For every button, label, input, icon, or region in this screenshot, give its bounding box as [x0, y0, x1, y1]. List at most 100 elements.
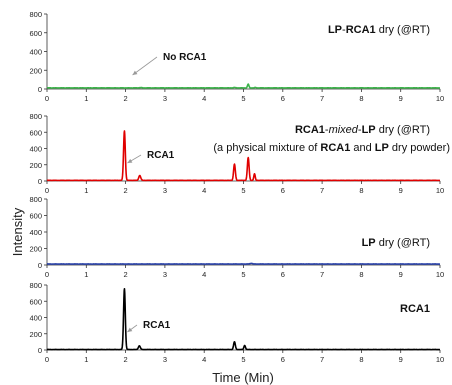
y-tick-label: 400 [29, 228, 42, 237]
panel-label-line2-part: LP [375, 142, 389, 154]
y-tick-label: 800 [29, 195, 42, 204]
y-tick-label: 200 [29, 330, 42, 339]
chromatogram-trace [46, 130, 441, 182]
x-tick-label: 4 [202, 270, 206, 279]
panel-label-line2-part: and [350, 142, 374, 154]
panel-label-part: LP [328, 24, 342, 36]
y-tick-label: 800 [29, 281, 42, 290]
annotation-arrowhead [132, 70, 138, 75]
x-tick-label: 7 [320, 355, 324, 364]
annotation-label: No RCA1 [163, 52, 207, 63]
panel-label-line2-part: (a physical mixture of [213, 142, 320, 154]
y-tick-label: 600 [29, 128, 42, 137]
x-tick-label: 2 [124, 186, 128, 195]
x-tick-label: 5 [241, 270, 245, 279]
y-axis-label: Intensity [10, 207, 25, 256]
panel-label-part: - [342, 24, 346, 36]
annotation-label: RCA1 [143, 320, 171, 331]
panel-label-line2-part: dry powder) [389, 142, 450, 154]
panel-label-part: - [325, 124, 329, 136]
x-tick-label: 3 [163, 94, 167, 103]
x-tick-label: 2 [124, 355, 128, 364]
x-tick-label: 9 [399, 270, 403, 279]
panel-label-part: LP [362, 124, 376, 136]
y-tick-label: 0 [38, 261, 42, 270]
y-tick-label: 800 [29, 10, 42, 19]
x-tick-label: 0 [45, 355, 49, 364]
panel-label-part: mixed [329, 124, 359, 136]
panel-label-part: RCA1 [400, 303, 430, 315]
x-tick-label: 10 [436, 94, 444, 103]
y-tick-label: 200 [29, 161, 42, 170]
x-tick-label: 6 [281, 270, 285, 279]
x-tick-label: 4 [202, 94, 206, 103]
x-tick-label: 6 [281, 355, 285, 364]
x-tick-label: 8 [359, 186, 363, 195]
x-tick-label: 9 [399, 355, 403, 364]
x-tick-label: 10 [436, 270, 444, 279]
x-tick-label: 1 [84, 186, 88, 195]
x-tick-label: 10 [436, 186, 444, 195]
y-tick-label: 600 [29, 212, 42, 221]
x-tick-label: 8 [359, 270, 363, 279]
panel-label-part: RCA1 [346, 24, 376, 36]
x-tick-label: 5 [241, 94, 245, 103]
y-tick-label: 200 [29, 66, 42, 75]
x-tick-label: 0 [45, 270, 49, 279]
chromatogram-trace [46, 288, 441, 351]
y-tick-label: 400 [29, 314, 42, 323]
x-tick-label: 1 [84, 270, 88, 279]
y-tick-label: 400 [29, 48, 42, 57]
chromatogram-trace [46, 262, 441, 265]
panel-label-part: RCA1 [295, 124, 325, 136]
panel-label-part: LP [362, 237, 376, 249]
x-tick-label: 7 [320, 94, 324, 103]
y-tick-label: 0 [38, 346, 42, 355]
x-tick-label: 4 [202, 186, 206, 195]
y-tick-label: 400 [29, 145, 42, 154]
y-tick-label: 200 [29, 245, 42, 254]
annotation-label: RCA1 [147, 150, 175, 161]
annotation-arrowhead [127, 327, 133, 332]
y-tick-label: 800 [29, 112, 42, 121]
panel-label: RCA1 [400, 303, 430, 315]
panel-label-part: dry (@RT) [376, 237, 430, 249]
y-tick-label: 0 [38, 85, 42, 94]
x-tick-label: 7 [320, 186, 324, 195]
x-tick-label: 2 [124, 270, 128, 279]
panel-label-line2-part: RCA1 [320, 142, 350, 154]
x-tick-label: 5 [241, 186, 245, 195]
x-tick-label: 2 [124, 94, 128, 103]
x-tick-label: 3 [163, 186, 167, 195]
x-tick-label: 7 [320, 270, 324, 279]
panel-label-part: - [358, 124, 362, 136]
x-tick-label: 1 [84, 355, 88, 364]
y-tick-label: 600 [29, 29, 42, 38]
x-tick-label: 3 [163, 270, 167, 279]
x-tick-label: 6 [281, 94, 285, 103]
x-tick-label: 10 [436, 355, 444, 364]
x-tick-label: 6 [281, 186, 285, 195]
annotation-arrow [132, 56, 158, 76]
y-tick-label: 600 [29, 297, 42, 306]
x-tick-label: 1 [84, 94, 88, 103]
x-tick-label: 8 [359, 355, 363, 364]
x-tick-label: 0 [45, 186, 49, 195]
chromatogram-trace [46, 83, 441, 89]
panel-label: RCA1-mixed-LP dry (@RT) [295, 124, 430, 136]
x-tick-label: 8 [359, 94, 363, 103]
x-tick-label: 0 [45, 94, 49, 103]
annotation-arrowhead [127, 158, 133, 163]
x-tick-label: 3 [163, 355, 167, 364]
panel-label-part: dry (@RT) [376, 24, 430, 36]
panel-label-line2: (a physical mixture of RCA1 and LP dry p… [213, 142, 450, 154]
panel-label: LP dry (@RT) [362, 237, 430, 249]
x-tick-label: 4 [202, 355, 206, 364]
x-tick-label: 9 [399, 186, 403, 195]
x-tick-label: 5 [241, 355, 245, 364]
y-tick-label: 0 [38, 177, 42, 186]
panel-label-part: dry (@RT) [376, 124, 430, 136]
panel-label: LP-RCA1 dry (@RT) [328, 24, 430, 36]
x-axis-label: Time (Min) [212, 370, 274, 385]
